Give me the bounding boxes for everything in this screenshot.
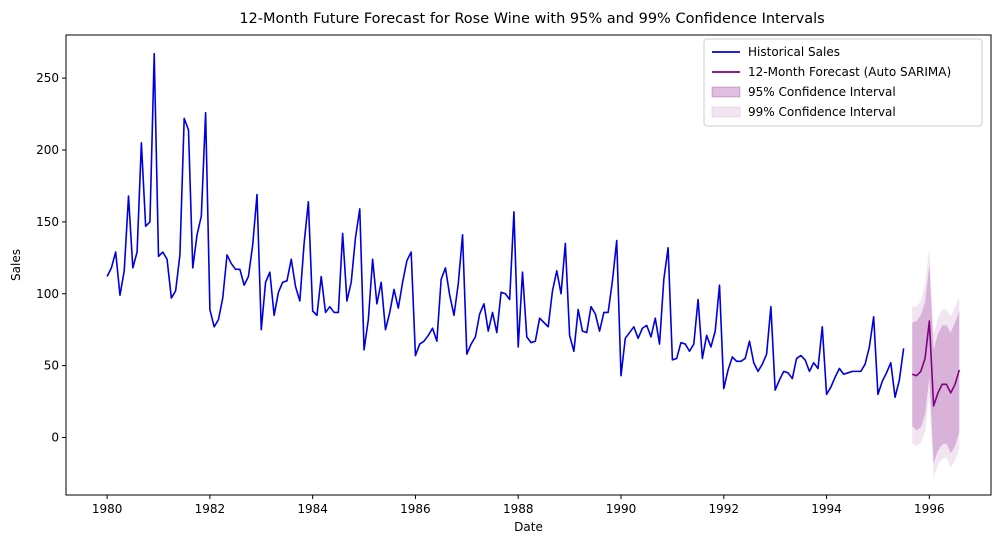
legend: Historical Sales 12-Month Forecast (Auto …: [703, 38, 983, 127]
x-tick-label: 1988: [503, 502, 534, 516]
plot-frame: [65, 34, 992, 496]
ci-95-band: [912, 265, 960, 464]
ci-99-band: [912, 247, 960, 478]
y-tick-label: 250: [36, 71, 59, 85]
legend-label: 99% Confidence Interval: [748, 105, 896, 119]
x-tick-label: 1982: [195, 502, 226, 516]
x-tick-label: 1980: [92, 502, 123, 516]
y-axis: 0 50 100 150 200 250: [36, 71, 66, 445]
y-tick-label: 0: [51, 431, 59, 445]
y-tick-label: 200: [36, 143, 59, 157]
y-axis-label: Sales: [9, 249, 23, 281]
x-tick-label: 1990: [606, 502, 637, 516]
y-tick-label: 100: [36, 287, 59, 301]
chart-title: 12-Month Future Forecast for Rose Wine w…: [239, 11, 824, 27]
legend-label: 95% Confidence Interval: [748, 85, 896, 99]
x-tick-label: 1994: [811, 502, 842, 516]
legend-swatch-band: [711, 86, 741, 98]
x-axis: 1980 1982 1984 1986 1988 1990 1992 1994 1996: [92, 495, 945, 516]
y-tick-label: 50: [44, 359, 59, 373]
x-tick-label: 1992: [709, 502, 740, 516]
x-tick-label: 1996: [914, 502, 945, 516]
y-tick-label: 150: [36, 215, 59, 229]
legend-label: Historical Sales: [748, 45, 840, 59]
x-tick-label: 1984: [297, 502, 328, 516]
x-tick-label: 1986: [400, 502, 431, 516]
forecast-line: [911, 320, 961, 407]
legend-box: [703, 38, 983, 127]
x-axis-label: Date: [514, 520, 543, 534]
legend-swatch-band: [711, 106, 741, 118]
confidence-bands: [912, 247, 960, 478]
series-lines: [106, 52, 961, 407]
legend-label: 12-Month Forecast (Auto SARIMA): [748, 65, 951, 79]
historical-sales-line: [106, 52, 905, 399]
